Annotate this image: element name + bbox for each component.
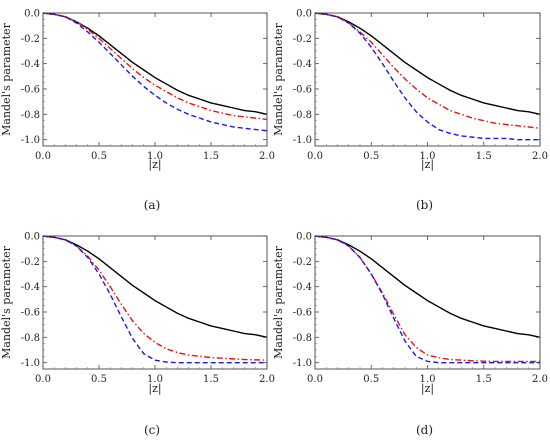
y-tick-label: -0.6: [21, 308, 40, 319]
plot-frame: [314, 235, 541, 370]
plot-frame: [314, 12, 541, 147]
y-tick-label: -1.0: [293, 135, 312, 146]
x-tick-label: 0.5: [91, 151, 107, 162]
series-line-d-3: [314, 235, 540, 364]
x-tick-label: 2.0: [259, 374, 275, 385]
y-tick-label: 0.0: [24, 232, 40, 243]
y-tick-label: -0.2: [293, 257, 312, 268]
series-line-c-1: [42, 235, 268, 339]
series-line-a-1: [42, 12, 268, 116]
x-tick-label: 0.5: [363, 151, 379, 162]
x-tick-label: 1.5: [203, 151, 219, 162]
y-tick-label: -0.6: [21, 85, 40, 96]
y-tick-label: -0.6: [293, 308, 312, 319]
x-tick-label: 2.0: [532, 374, 548, 385]
x-tick-label: 1.0: [420, 151, 436, 162]
x-tick-label: 2.0: [532, 151, 548, 162]
x-axis-label: |z|: [148, 158, 161, 172]
y-tick-label: -0.8: [21, 333, 40, 344]
series-line-b-1: [314, 12, 541, 116]
y-tick-label: -0.4: [293, 59, 312, 70]
y-tick-label: 0.0: [296, 9, 312, 20]
y-axis-label: Mandel's parameter: [272, 245, 285, 358]
series-line-d-1: [314, 235, 541, 339]
series-line-a-3: [42, 12, 268, 132]
x-axis-label: |z|: [148, 382, 161, 396]
x-tick-label: 0.0: [307, 374, 323, 385]
x-tick-label: 0.0: [35, 151, 51, 162]
x-tick-label: 1.5: [203, 374, 219, 385]
y-tick-label: -1.0: [21, 358, 40, 369]
panel-d: 0.0 0.5 1.0 1.5 2.0 0.0 -0.2 -0.4 -0.6 -0.8 -1.0 |z…: [272, 232, 548, 438]
x-tick-label: 1.0: [147, 374, 163, 385]
plot-frame: [42, 235, 268, 370]
plot-frame: [42, 12, 268, 147]
panel-caption: (c): [144, 423, 160, 437]
y-tick-label: 0.0: [24, 9, 40, 20]
series-line-d-2: [314, 235, 540, 363]
x-tick-label: 1.0: [147, 151, 163, 162]
x-tick-label: 0.0: [35, 374, 51, 385]
y-tick-label: -0.2: [21, 257, 40, 268]
panel-caption: (b): [416, 198, 433, 212]
x-axis-label: |z|: [421, 382, 434, 396]
y-tick-label: -0.8: [21, 110, 40, 121]
y-tick-label: 0.0: [296, 232, 312, 243]
x-axis-label: |z|: [421, 158, 434, 172]
panel-caption: (d): [416, 423, 433, 437]
series-line-c-3: [42, 235, 267, 364]
x-tick-label: 1.0: [420, 374, 436, 385]
y-axis-label: Mandel's parameter: [0, 22, 13, 135]
series-line-b-2: [314, 12, 541, 129]
y-tick-label: -0.4: [21, 59, 40, 70]
y-tick-label: -1.0: [21, 135, 40, 146]
panel-a: 0.0 0.5 1.0 1.5 2.0 0.0 -0.2 -0.4 -0.6 -0.8 -1.0 |z…: [0, 9, 275, 213]
y-axis-label: Mandel's parameter: [272, 22, 285, 135]
y-tick-label: -1.0: [293, 358, 312, 369]
panel-c: 0.0 0.5 1.0 1.5 2.0 0.0 -0.2 -0.4 -0.6 -0.8 -1.0 |z…: [0, 232, 275, 438]
panel-caption: (a): [144, 198, 161, 212]
series-line-c-2: [42, 235, 268, 361]
y-tick-label: -0.4: [21, 282, 40, 293]
y-tick-label: -0.2: [293, 34, 312, 45]
series-line-b-3: [314, 12, 540, 141]
y-tick-label: -0.4: [293, 282, 312, 293]
x-tick-label: 1.5: [476, 151, 492, 162]
y-axis-label: Mandel's parameter: [0, 245, 13, 358]
x-tick-label: 1.5: [476, 374, 492, 385]
x-tick-label: 0.5: [91, 374, 107, 385]
x-tick-label: 0.0: [307, 151, 323, 162]
y-tick-label: -0.8: [293, 110, 312, 121]
x-tick-label: 2.0: [259, 151, 275, 162]
panel-b: 0.0 0.5 1.0 1.5 2.0 0.0 -0.2 -0.4 -0.6 -0.8 -1.0 |z…: [272, 9, 548, 213]
y-tick-label: -0.2: [21, 34, 40, 45]
y-tick-label: -0.6: [293, 85, 312, 96]
x-tick-label: 0.5: [363, 374, 379, 385]
y-tick-label: -0.8: [293, 333, 312, 344]
series-line-a-2: [42, 12, 268, 121]
